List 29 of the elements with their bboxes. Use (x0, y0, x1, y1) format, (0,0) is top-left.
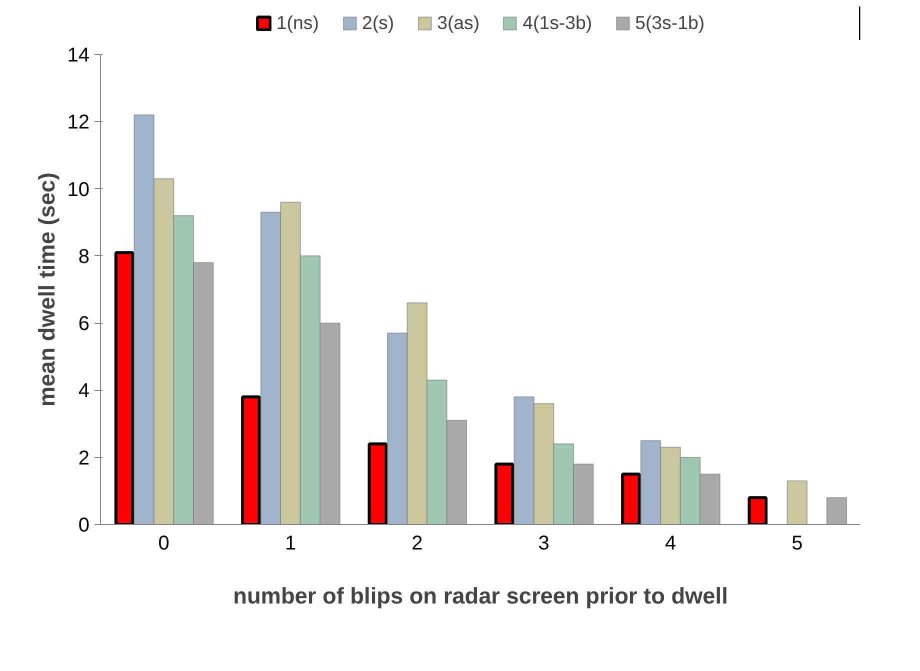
x-tick-label: 3 (538, 532, 550, 554)
bar (621, 472, 641, 524)
y-tick-label: 8 (78, 246, 90, 268)
bar (786, 480, 808, 524)
x-tick-label: 1 (284, 532, 296, 554)
x-tick-label: 4 (664, 532, 676, 554)
legend-label: 5(3s-1b) (635, 12, 705, 34)
y-tick-label: 14 (67, 44, 90, 66)
bar (748, 496, 768, 524)
y-tick-label: 0 (78, 514, 90, 536)
legend-label: 2(s) (362, 12, 394, 34)
bar (494, 462, 514, 524)
x-axis-title: number of blips on radar screen prior to dwell (233, 582, 728, 608)
y-tick-label: 12 (67, 112, 90, 134)
x-tick-label: 0 (158, 532, 170, 554)
y-tick-label: 6 (78, 313, 90, 336)
legend-label: 3(as) (437, 12, 480, 34)
bar (114, 251, 134, 524)
bar (826, 497, 848, 524)
y-tick-label: 2 (78, 447, 90, 470)
bar (241, 395, 261, 524)
legend-label: 1(ns) (276, 12, 319, 34)
y-tick-label: 4 (78, 380, 90, 402)
bar (368, 442, 388, 524)
legend-label: 4(1s-3b) (522, 12, 592, 34)
x-tick-label: 5 (792, 532, 803, 554)
y-tick-label: 10 (67, 178, 90, 201)
y-axis-title: mean dwell time (sec) (33, 172, 60, 407)
x-tick-label: 2 (412, 532, 423, 554)
